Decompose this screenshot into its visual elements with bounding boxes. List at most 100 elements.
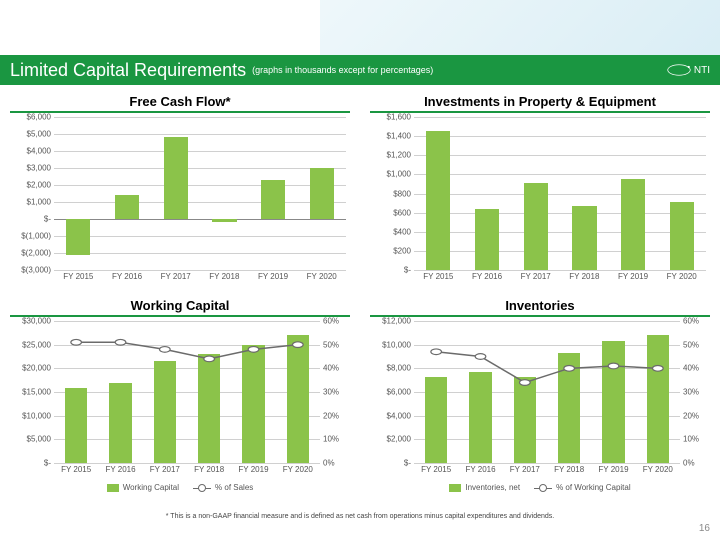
line-series [76, 342, 298, 359]
grid-line [414, 270, 706, 271]
logo-text: NTI [694, 65, 710, 76]
x-axis-label: FY 2017 [151, 272, 200, 288]
page-number: 16 [699, 523, 710, 534]
y2-axis-label: 0% [320, 459, 335, 468]
x-axis-label: FY 2017 [143, 465, 187, 481]
grid-line [54, 270, 346, 271]
bar-slot [609, 117, 658, 270]
line-marker [115, 339, 126, 345]
y-axis-label: $10,000 [22, 411, 54, 420]
bar-slot [511, 117, 560, 270]
y-axis-label: $600 [393, 208, 414, 217]
x-axis-label: FY 2020 [297, 272, 346, 288]
y2-axis-label: 60% [320, 317, 339, 326]
legend: Inventories, net% of Working Capital [370, 481, 710, 492]
background-decoration [320, 0, 720, 60]
bar-slot [200, 117, 249, 270]
line-marker [608, 363, 619, 369]
chart-title: Free Cash Flow* [10, 92, 350, 111]
x-axis-label: FY 2016 [103, 272, 152, 288]
legend-swatch-icon [107, 484, 119, 492]
y-axis-label: $400 [393, 227, 414, 236]
x-axis-label: FY 2020 [276, 465, 320, 481]
page-subtitle: (graphs in thousands except for percenta… [252, 65, 433, 75]
line-series [436, 352, 658, 383]
y-axis-label: $- [44, 459, 54, 468]
line-overlay [414, 321, 680, 463]
y2-axis-label: 50% [680, 340, 699, 349]
legend-item-bar: Working Capital [107, 483, 179, 492]
legend-item-line: % of Working Capital [534, 483, 631, 492]
y-axis-label: $(2,000) [21, 248, 54, 257]
line-marker [564, 365, 575, 371]
bar [670, 202, 694, 270]
x-axis-label: FY 2015 [54, 465, 98, 481]
bar [164, 137, 188, 219]
y-axis-label: $(3,000) [21, 266, 54, 275]
line-marker [248, 347, 259, 353]
chart-rule [370, 315, 710, 317]
y-axis-label: $6,000 [27, 113, 54, 122]
line-marker [431, 349, 442, 355]
page-title: Limited Capital Requirements [10, 60, 246, 81]
y-axis-label: $25,000 [22, 340, 54, 349]
bar [261, 180, 285, 219]
bar [310, 168, 334, 219]
y-axis-label: $8,000 [387, 364, 414, 373]
x-axis-label: FY 2015 [54, 272, 103, 288]
y2-axis-label: 10% [320, 435, 339, 444]
legend-line-icon [534, 484, 552, 492]
y2-axis-label: 0% [680, 459, 695, 468]
y-axis-label: $- [404, 459, 414, 468]
y-axis-label: $3,000 [27, 164, 54, 173]
plot-area: $-$200$400$600$800$1,000$1,200$1,400$1,6… [370, 117, 710, 288]
chart-working-capital: Working Capital$-$5,000$10,000$15,000$20… [10, 296, 350, 492]
line-overlay [54, 321, 320, 463]
bar-slot [54, 117, 103, 270]
bar-slot [414, 117, 463, 270]
x-axis-label: FY 2019 [609, 272, 658, 288]
y2-axis-label: 30% [680, 388, 699, 397]
bar [212, 219, 236, 222]
legend-label: % of Sales [215, 483, 253, 492]
x-axis-label: FY 2020 [657, 272, 706, 288]
bar [621, 179, 645, 270]
chart-title: Working Capital [10, 296, 350, 315]
plot: $-$2,000$4,000$6,000$8,000$10,000$12,000… [414, 321, 680, 463]
y-axis-label: $4,000 [27, 146, 54, 155]
bar [115, 195, 139, 219]
x-axis-label: FY 2020 [636, 465, 680, 481]
chart-inventories: Inventories $-$2,000$4,000$6,000$8,000$10… [370, 296, 710, 492]
chart-ppe: Investments in Property & Equipment$-$20… [370, 92, 710, 288]
y2-axis-label: 40% [320, 364, 339, 373]
chart-rule [10, 111, 350, 113]
bar-slot [560, 117, 609, 270]
title-bar: Limited Capital Requirements (graphs in … [0, 55, 720, 85]
plot-area: $-$2,000$4,000$6,000$8,000$10,000$12,000… [370, 321, 710, 481]
bar-slot [249, 117, 298, 270]
y-axis-label: $4,000 [387, 411, 414, 420]
chart-rule [10, 315, 350, 317]
y-axis-label: $5,000 [27, 435, 54, 444]
chart-title: Inventories [370, 296, 710, 315]
y-axis-label: $30,000 [22, 317, 54, 326]
plot: $(3,000)$(2,000)$(1,000)$-$1,000$2,000$3… [54, 117, 346, 270]
line-marker [160, 347, 171, 353]
chart-rule [370, 111, 710, 113]
y-axis-label: $(1,000) [21, 232, 54, 241]
y-axis-label: $1,200 [387, 151, 414, 160]
bar [475, 209, 499, 270]
y-axis-label: $12,000 [382, 317, 414, 326]
x-axis-label: FY 2018 [560, 272, 609, 288]
y-axis-label: $1,000 [27, 198, 54, 207]
y-axis-label: $1,400 [387, 132, 414, 141]
legend-label: Working Capital [123, 483, 179, 492]
bar-slot [103, 117, 152, 270]
x-labels: FY 2015FY 2016FY 2017FY 2018FY 2019FY 20… [414, 465, 680, 481]
bar [572, 206, 596, 270]
y2-axis-label: 50% [320, 340, 339, 349]
y-axis-label: $- [44, 215, 54, 224]
grid-line [54, 463, 320, 464]
bar-slot [297, 117, 346, 270]
y2-axis-label: 20% [680, 411, 699, 420]
